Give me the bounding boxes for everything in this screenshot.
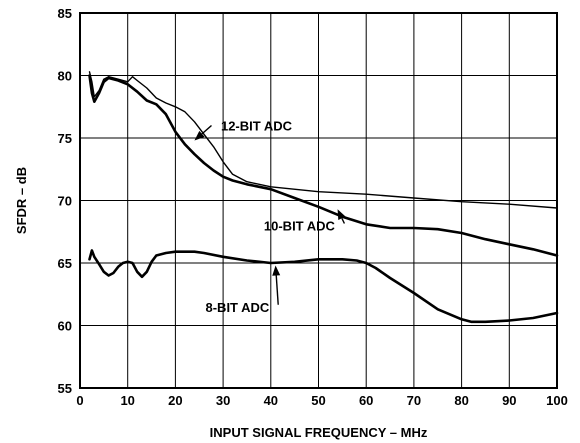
x-tick-label: 90: [502, 393, 516, 408]
y-tick-label: 60: [58, 319, 72, 334]
x-tick-label: 60: [359, 393, 373, 408]
series-lines: [88, 71, 559, 324]
series-annotation-label: 8-BIT ADC: [206, 300, 270, 315]
x-tick-label: 80: [454, 393, 468, 408]
x-tick-label: 100: [546, 393, 568, 408]
x-tick-label: 40: [264, 393, 278, 408]
series-annotation-label: 10-BIT ADC: [264, 219, 336, 234]
series-line-12-bit-adc: [88, 71, 558, 209]
annotation-arrowhead: [194, 130, 205, 141]
y-tick-labels: 55 60 65 70 75 80 85: [58, 6, 72, 396]
annotations: 12-BIT ADC 10-BIT ADC 8-BIT ADC: [194, 119, 346, 315]
x-tick-label: 10: [120, 393, 134, 408]
y-tick-label: 75: [58, 131, 72, 146]
x-tick-label: 30: [216, 393, 230, 408]
y-tick-label: 55: [58, 381, 72, 396]
annotation-arrow-line: [341, 217, 346, 224]
series-annotation-label: 12-BIT ADC: [221, 119, 293, 134]
x-tick-label: 50: [311, 393, 325, 408]
annotation-arrowhead: [272, 265, 281, 276]
annotation-arrowhead: [337, 209, 346, 220]
x-tick-label: 20: [168, 393, 182, 408]
plot-area-frame: [79, 12, 558, 389]
grid: [79, 12, 558, 389]
x-tick-labels: 0 10 20 30 40 50 60 70 80 90 100: [76, 393, 567, 408]
y-tick-label: 85: [58, 6, 72, 21]
y-tick-label: 65: [58, 256, 72, 271]
x-axis-title: INPUT SIGNAL FREQUENCY – MHz: [210, 425, 428, 440]
y-tick-label: 80: [58, 69, 72, 84]
x-tick-label: 0: [76, 393, 83, 408]
y-tick-label: 70: [58, 194, 72, 209]
y-axis-title: SFDR – dB: [14, 167, 29, 234]
annotation-arrow-line: [201, 124, 212, 135]
series-line-10-bit-adc: [88, 74, 559, 257]
series-line-8-bit-adc: [88, 249, 559, 324]
annotation-arrow-line: [275, 275, 279, 305]
x-tick-label: 70: [407, 393, 421, 408]
